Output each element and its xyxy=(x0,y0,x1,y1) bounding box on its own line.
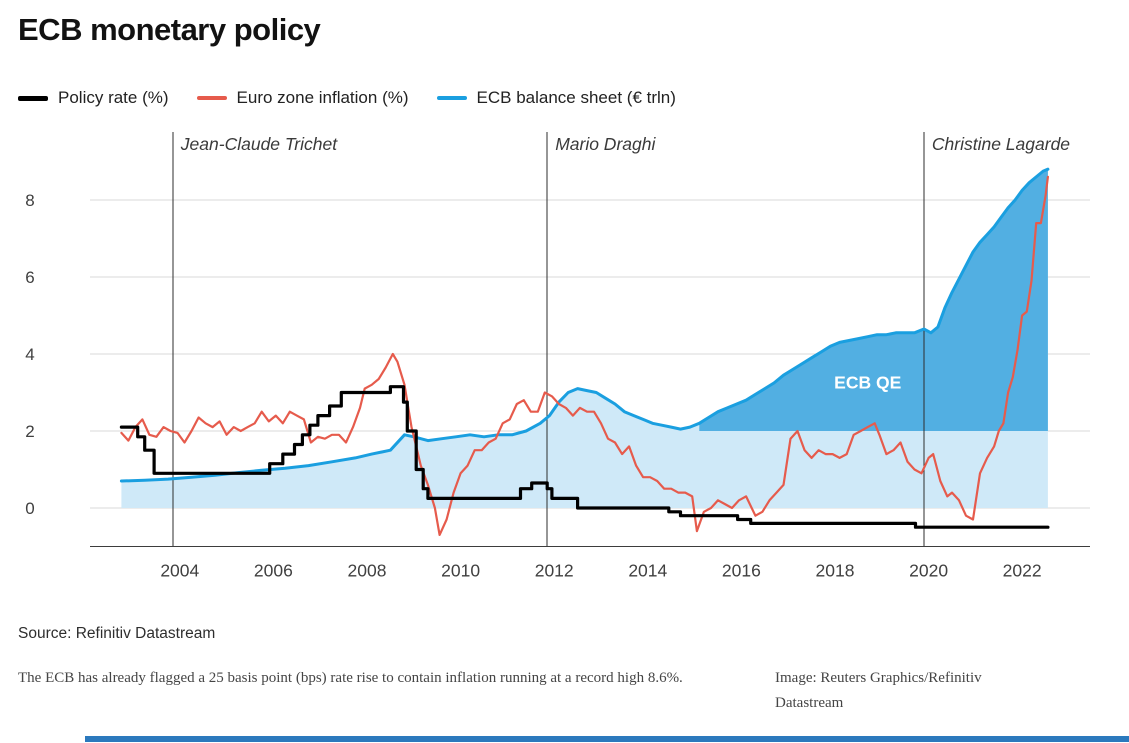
policy-rate-line xyxy=(119,385,1050,529)
y-axis-tick-label: 6 xyxy=(25,268,34,287)
x-axis-tick-label: 2012 xyxy=(535,561,574,581)
president-label-mario-draghi: Mario Draghi xyxy=(555,134,656,154)
legend-swatch-policy-rate xyxy=(18,95,48,101)
x-axis-tick-label: 2008 xyxy=(348,561,387,581)
x-axis-tick-label: 2020 xyxy=(909,561,948,581)
y-axis-tick-label: 8 xyxy=(25,191,34,210)
legend-label: Euro zone inflation (%) xyxy=(236,88,409,107)
inflation-line xyxy=(120,175,1050,536)
chart-canvas: 0 2 4 6 8 Jean-Claude Trichet Mario Draghi Chri… xyxy=(25,132,1090,581)
legend-item-ecb-balance-sheet-trln: ECB balance sheet (€ trln) xyxy=(436,88,676,108)
x-axis-tick-label: 2014 xyxy=(628,561,667,581)
president-label-christine-lagarde: Christine Lagarde xyxy=(932,134,1070,154)
legend-swatch-ecb-balance-sheet-trln xyxy=(436,96,467,100)
y-axis-tick-label: 0 xyxy=(25,499,34,518)
president-label-jean-claude-trichet: Jean-Claude Trichet xyxy=(180,134,338,154)
page-title: ECB monetary policy xyxy=(18,12,321,47)
y-axis-tick-label: 2 xyxy=(25,422,34,441)
qe-area xyxy=(699,169,1048,431)
legend-label: ECB balance sheet (€ trln) xyxy=(476,88,676,107)
x-axis-tick-label: 2006 xyxy=(254,561,293,581)
x-axis-tick-label: 2004 xyxy=(160,561,199,581)
image-credit: Image: Reuters Graphics/Refinitiv Datast… xyxy=(775,670,982,711)
legend-item-euro-zone-inflation: Euro zone inflation (%) xyxy=(196,88,409,108)
source-note: Source: Refinitiv Datastream xyxy=(18,625,216,642)
legend: Policy rate (%) Euro zone inflation (%) EC… xyxy=(18,88,676,108)
reuters-footer-bar xyxy=(85,736,1129,742)
y-axis-tick-label: 4 xyxy=(25,345,34,364)
x-axis-tick-label: 2022 xyxy=(1003,561,1042,581)
caption-text: The ECB has already flagged a 25 basis p… xyxy=(18,670,683,686)
x-axis-tick-label: 2010 xyxy=(441,561,480,581)
x-axis-tick-label: 2018 xyxy=(816,561,855,581)
x-axis-tick-label: 2016 xyxy=(722,561,761,581)
legend-item-policy-rate: Policy rate (%) xyxy=(18,88,169,108)
legend-swatch-euro-zone-inflation xyxy=(196,96,227,100)
legend-label: Policy rate (%) xyxy=(58,88,169,107)
qe-annotation-label: ECB QE xyxy=(834,373,901,393)
balance-sheet-line xyxy=(119,167,1050,483)
